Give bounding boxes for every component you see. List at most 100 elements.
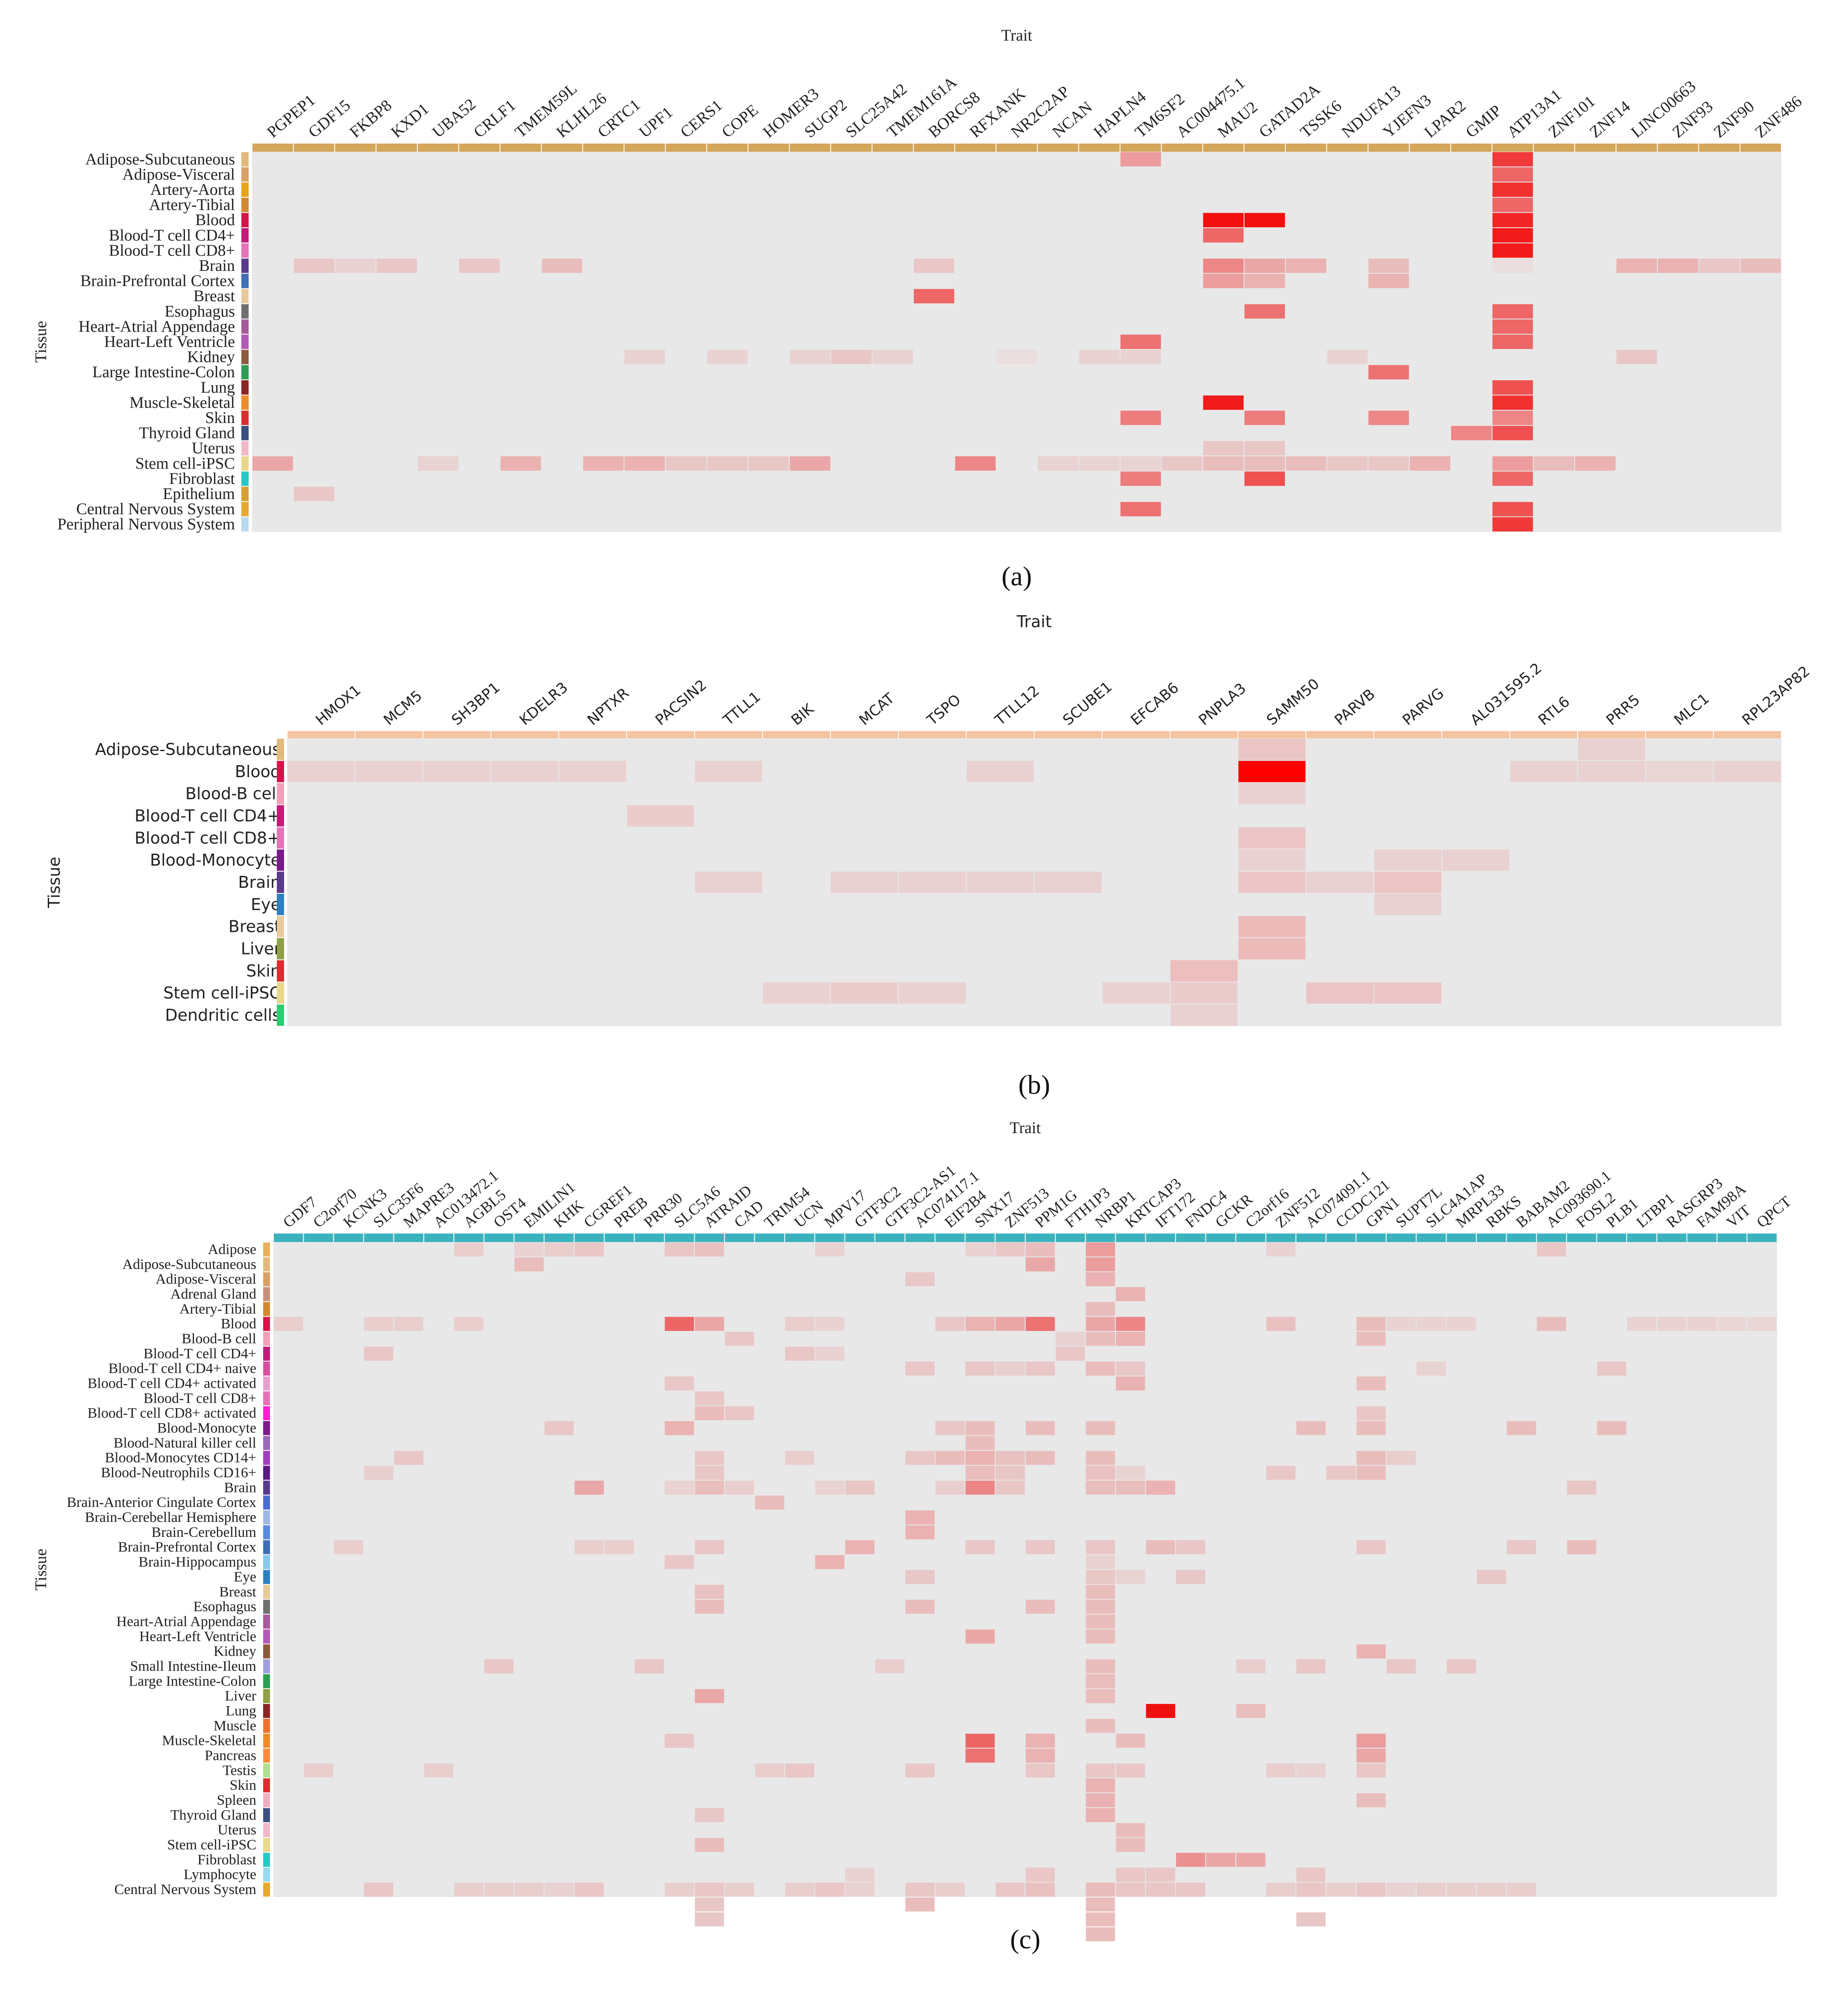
- heatmap-cell: [1116, 1287, 1145, 1301]
- heatmap-cell: [665, 1480, 694, 1495]
- heatmap-cell: [1244, 411, 1285, 425]
- heatmap-cell: [1085, 1793, 1115, 1807]
- heatmap-cell: [454, 1317, 484, 1331]
- heatmap-cell: [1326, 1883, 1356, 1897]
- heatmap-cell: [364, 1317, 393, 1331]
- heatmap-cell: [1442, 849, 1509, 871]
- panel-label: (a): [1001, 561, 1032, 591]
- tissue-color-strip: [263, 1704, 270, 1718]
- trait-header-segment: [1575, 144, 1616, 152]
- heatmap-cell: [575, 1883, 604, 1897]
- heatmap-cell: [831, 982, 898, 1004]
- tissue-label: Brain-Hippocampus: [138, 1554, 256, 1570]
- heatmap-cell: [1386, 1659, 1416, 1674]
- tissue-color-strip: [277, 827, 284, 849]
- trait-header-segment: [1236, 1233, 1266, 1242]
- trait-header-segment: [418, 144, 458, 152]
- heatmap-cell: [965, 1480, 995, 1495]
- heatmap-cell: [1326, 1465, 1356, 1480]
- tissue-color-strip: [263, 1242, 270, 1257]
- heatmap-background: [273, 1242, 1777, 1897]
- heatmap-cell: [845, 1540, 874, 1554]
- tissue-color-strip: [263, 1391, 270, 1406]
- heatmap-cell: [1616, 258, 1657, 273]
- heatmap-cell: [1116, 1480, 1145, 1495]
- heatmap-cell: [1386, 1317, 1416, 1331]
- trait-header-segment: [1567, 1233, 1596, 1242]
- heatmap-cell: [1356, 1748, 1386, 1763]
- heatmap-cell: [965, 1465, 995, 1480]
- heatmap-cell: [1368, 411, 1409, 425]
- heatmap-cell: [559, 761, 626, 782]
- heatmap-cell: [1236, 1704, 1266, 1718]
- heatmap-cell: [491, 761, 558, 782]
- tissue-label: Heart-Left Ventricle: [104, 333, 235, 351]
- trait-header-segment: [1206, 1233, 1235, 1242]
- heatmap-cell: [544, 1421, 574, 1435]
- heatmap-cell: [789, 456, 830, 471]
- trait-header-segment: [459, 144, 500, 152]
- heatmap-cell: [1356, 1763, 1386, 1778]
- heatmap-cell: [1687, 1317, 1717, 1331]
- heatmap-cell: [905, 1272, 935, 1286]
- trait-header-segment: [1477, 1233, 1506, 1242]
- heatmap-cell: [707, 349, 748, 364]
- heatmap-cell: [1085, 1555, 1115, 1569]
- heatmap-cell: [995, 1465, 1025, 1480]
- tissue-color-strip: [277, 739, 284, 760]
- heatmap-cell: [965, 1317, 995, 1331]
- heatmap-cell: [575, 1242, 604, 1257]
- tissue-color-strip: [241, 471, 249, 486]
- heatmap-cell: [707, 456, 748, 471]
- tissue-color-strip: [277, 1004, 284, 1026]
- tissue-label: Epithelium: [163, 485, 235, 503]
- heatmap-cell: [1238, 783, 1305, 805]
- heatmap-cell: [1374, 872, 1441, 893]
- heatmap-cell: [1026, 1868, 1055, 1882]
- tissue-label: Brain: [238, 873, 281, 892]
- trait-header-segment: [707, 144, 748, 152]
- tissue-label: Central Nervous System: [76, 500, 235, 518]
- tissue-color-strip: [263, 1540, 270, 1554]
- tissue-color-strip: [241, 289, 249, 303]
- tissue-color-strip: [263, 1272, 270, 1286]
- tissue-label: Eye: [251, 895, 281, 914]
- trait-header-segment: [695, 731, 762, 738]
- heatmap-cell: [785, 1317, 815, 1331]
- trait-header-segment: [815, 1233, 845, 1242]
- heatmap-cell: [1285, 456, 1326, 471]
- tissue-color-strip: [241, 197, 249, 212]
- tissue-label: Blood: [221, 1316, 256, 1332]
- tissue-color-strip: [263, 1674, 270, 1689]
- heatmap-cell: [1079, 456, 1120, 471]
- heatmap-cell: [1446, 1883, 1476, 1897]
- heatmap-cell: [725, 1480, 754, 1495]
- heatmap-cell: [905, 1897, 935, 1912]
- trait-header-segment: [355, 731, 422, 738]
- trait-header-segment: [1203, 144, 1244, 152]
- heatmap-cell: [815, 1242, 845, 1257]
- trait-header-segment: [1285, 144, 1326, 152]
- heatmap-cell: [335, 258, 376, 273]
- heatmap-cell: [423, 761, 490, 782]
- heatmap-cell: [1170, 960, 1238, 982]
- heatmap-cell: [1116, 1570, 1145, 1584]
- heatmap-cell: [1266, 1317, 1296, 1331]
- trait-header-segment: [1687, 1233, 1717, 1242]
- tissue-label: Adipose-Visceral: [122, 165, 235, 183]
- tissue-color-strip: [241, 167, 249, 182]
- heatmap-cell: [965, 1421, 995, 1435]
- tissue-label: Heart-Atrial Appendage: [116, 1614, 256, 1630]
- heatmap-cell: [1085, 1465, 1115, 1480]
- trait-header-segment: [364, 1233, 393, 1242]
- tissue-color-strip: [263, 1868, 270, 1882]
- heatmap-cell: [1203, 258, 1244, 273]
- tissue-label: Heart-Left Ventricle: [139, 1629, 256, 1645]
- heatmap-cell: [1176, 1883, 1206, 1897]
- tissue-color-strip: [263, 1823, 270, 1837]
- heatmap-cell: [996, 349, 1037, 364]
- tissue-label: Blood-B cell: [185, 784, 281, 803]
- heatmap-cell: [1492, 258, 1533, 273]
- heatmap-cell: [845, 1868, 874, 1882]
- heatmap-cell: [935, 1480, 965, 1495]
